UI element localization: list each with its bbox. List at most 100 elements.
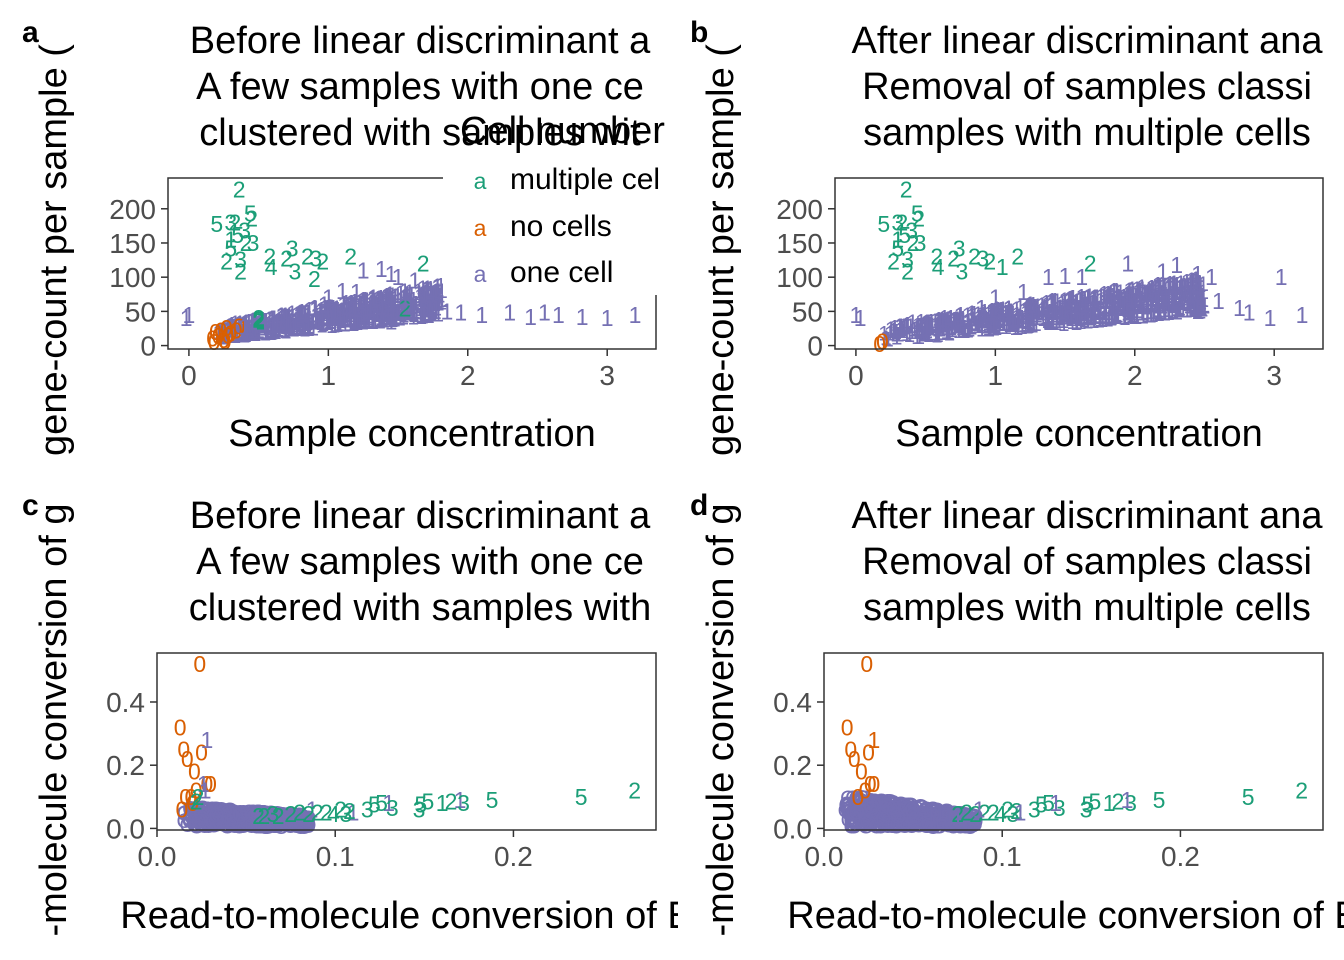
point-multiple-cells: 5: [421, 789, 434, 815]
cloud-point: 1: [336, 303, 348, 326]
cloud-point: 1: [242, 316, 254, 339]
cloud-point: 1: [275, 304, 287, 327]
cloud-point: 1: [281, 306, 293, 329]
cloud-point: 1: [1119, 307, 1131, 330]
cloud-point: 1: [1125, 306, 1137, 329]
cloud-point: 1: [423, 295, 435, 318]
cloud-point: 1: [982, 313, 994, 336]
cloud-point: 1: [1154, 274, 1166, 297]
cloud-point: 1: [1118, 297, 1130, 320]
cloud-point: 1: [1053, 310, 1065, 333]
cloud-point: 1: [355, 293, 367, 316]
cloud-point: 1: [420, 283, 432, 306]
cloud-point: 1: [1167, 277, 1179, 300]
cloud-point: 1: [1045, 291, 1057, 314]
cloud-point: 1: [328, 300, 340, 323]
cloud-point: 1: [267, 314, 279, 337]
cloud-point: O: [853, 786, 869, 809]
cloud-point: 1: [1080, 293, 1092, 316]
cloud-point: 1: [255, 315, 267, 338]
cloud-point: 1: [423, 298, 435, 321]
cloud-point: 1: [1157, 273, 1169, 296]
cloud-point: 1: [916, 314, 928, 337]
cloud-point: 1: [259, 318, 271, 341]
cloud-point: 1: [969, 312, 981, 335]
point-multiple-cells: 2: [233, 177, 246, 203]
cloud-point: 1: [1118, 295, 1130, 318]
cloud-point: O: [962, 815, 978, 838]
cloud-point: 1: [970, 313, 982, 336]
cloud-point: 1: [1087, 306, 1099, 329]
cloud-point: O: [210, 812, 226, 835]
cloud-point: 1: [259, 313, 271, 336]
cloud-point: 1: [422, 296, 434, 319]
cloud-point: 1: [933, 308, 945, 331]
cloud-point: 1: [1178, 274, 1190, 297]
cloud-point: 1: [375, 304, 387, 327]
chart-title-line: After linear discriminant ana: [852, 20, 1324, 62]
cloud-point: O: [259, 809, 275, 832]
cloud-point: 1: [343, 297, 355, 320]
cloud-point: O: [934, 806, 950, 829]
cloud-point: O: [873, 790, 889, 813]
cloud-point: 1: [1151, 295, 1163, 318]
cloud-point: 1: [941, 321, 953, 344]
y-tick-label: 50: [792, 296, 823, 327]
cloud-point: 1: [954, 316, 966, 339]
cloud-point: O: [938, 812, 954, 835]
cloud-point: 1: [382, 304, 394, 327]
cloud-point: 1: [1007, 312, 1019, 335]
cloud-point: 1: [1188, 298, 1200, 321]
cloud-point: 1: [219, 326, 231, 349]
cloud-point: 1: [224, 318, 236, 341]
cloud-point: O: [258, 807, 274, 830]
cloud-point: 1: [360, 292, 372, 315]
cloud-point: 1: [889, 317, 901, 340]
cloud-point: 1: [1159, 280, 1171, 303]
cloud-point: 1: [1145, 301, 1157, 324]
point-multiple-cells: 5: [414, 792, 427, 818]
cloud-point: O: [196, 810, 212, 833]
cloud-point: 1: [271, 313, 283, 336]
cloud-point: O: [869, 797, 885, 820]
cloud-point: 1: [1017, 310, 1029, 333]
cloud-point: 1: [355, 306, 367, 329]
cloud-point: 1: [396, 299, 408, 322]
cloud-point: O: [204, 798, 220, 821]
cloud-point: 1: [991, 298, 1003, 321]
cloud-point: O: [884, 815, 900, 838]
cloud-point: 1: [239, 324, 251, 347]
cloud-point: 1: [247, 309, 259, 332]
cloud-point: 1: [227, 315, 239, 338]
cloud-point: 1: [942, 308, 954, 331]
point-no-cells: 0: [209, 319, 222, 345]
cloud-point: 1: [1162, 287, 1174, 310]
y-tick-label: 0.4: [106, 687, 145, 718]
cloud-point: 1: [1012, 309, 1024, 332]
cloud-point: 1: [396, 303, 408, 326]
cloud-point: O: [926, 810, 942, 833]
cloud-point: O: [247, 805, 263, 828]
cloud-point: 1: [293, 304, 305, 327]
cloud-point: 1: [422, 282, 434, 305]
cloud-point: 1: [266, 317, 278, 340]
cloud-point: O: [932, 810, 948, 833]
cloud-point: O: [896, 794, 912, 817]
cloud-point: 1: [407, 306, 419, 329]
cloud-point: O: [193, 810, 209, 833]
cloud-point: 1: [992, 309, 1004, 332]
cloud-point: O: [955, 805, 971, 828]
cloud-point: O: [221, 800, 237, 823]
y-tick-label: 150: [776, 228, 823, 259]
cloud-point: 1: [404, 292, 416, 315]
cloud-point: O: [950, 802, 966, 825]
cloud-point: 1: [997, 313, 1009, 336]
cloud-point: 1: [418, 283, 430, 306]
cloud-point: 1: [276, 307, 288, 330]
cloud-point: 1: [1177, 299, 1189, 322]
cloud-point: 1: [1100, 287, 1112, 310]
cloud-point: O: [219, 809, 235, 832]
cloud-point: 1: [992, 299, 1004, 322]
cloud-point: 1: [233, 316, 245, 339]
